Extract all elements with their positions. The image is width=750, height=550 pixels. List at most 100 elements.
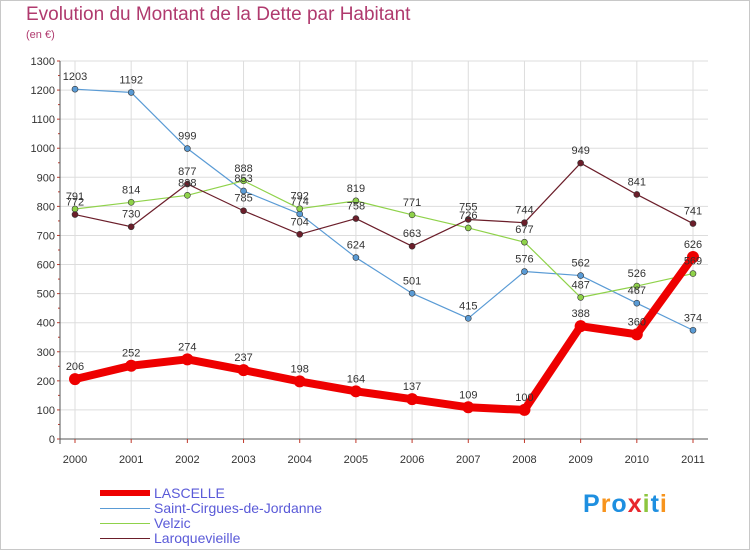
data-point xyxy=(408,242,416,250)
y-tick-label: 400 xyxy=(37,318,55,330)
data-point xyxy=(408,290,416,297)
data-point xyxy=(293,375,306,388)
x-tick-label: 2007 xyxy=(456,454,480,466)
legend-swatch xyxy=(100,523,150,524)
proxiti-logo: Proxiti xyxy=(583,490,668,519)
data-point xyxy=(574,320,587,333)
y-tick-label: 1300 xyxy=(31,56,55,68)
data-point xyxy=(518,403,531,416)
data-point xyxy=(127,223,135,231)
logo-letter: t xyxy=(650,490,660,518)
data-label: 999 xyxy=(178,131,196,143)
data-label: 487 xyxy=(571,279,589,291)
legend-swatch xyxy=(100,538,150,539)
data-label: 888 xyxy=(234,163,252,175)
data-point xyxy=(408,211,416,219)
data-point xyxy=(577,272,584,279)
data-point xyxy=(687,250,699,263)
data-label: 819 xyxy=(347,183,365,195)
data-label: 877 xyxy=(178,166,196,178)
data-label: 467 xyxy=(628,285,646,297)
data-label: 741 xyxy=(684,206,702,218)
y-tick-label: 1100 xyxy=(31,114,55,126)
data-label: 792 xyxy=(291,191,309,203)
data-point xyxy=(633,299,641,307)
data-labels: 1203 1192 999 853 774 624 501 415 576 562 467 374 79… xyxy=(63,71,702,404)
data-point xyxy=(184,192,191,199)
x-tick-label: 2005 xyxy=(344,454,368,466)
data-label: 374 xyxy=(684,312,702,324)
data-point xyxy=(464,315,472,322)
data-label: 569 xyxy=(684,256,702,268)
data-label: 501 xyxy=(403,275,421,287)
data-label: 838 xyxy=(178,177,196,189)
data-label: 814 xyxy=(122,184,140,196)
x-tick-label: 2008 xyxy=(512,454,536,466)
x-tick-label: 2010 xyxy=(625,454,649,466)
data-point xyxy=(296,230,304,238)
data-label: 730 xyxy=(122,209,140,221)
x-tick-label: 2003 xyxy=(231,454,255,466)
data-point xyxy=(352,197,360,205)
x-tick-label: 2006 xyxy=(400,454,424,466)
data-label: 677 xyxy=(515,224,533,236)
data-label: 526 xyxy=(628,268,646,280)
logo-letter: P xyxy=(583,490,601,518)
x-tick-label: 2001 xyxy=(119,454,143,466)
legend-swatch xyxy=(100,508,150,509)
data-point xyxy=(406,393,419,406)
y-tick-label: 300 xyxy=(37,347,55,359)
data-point xyxy=(296,205,304,213)
data-label: 562 xyxy=(571,258,589,270)
x-tick-label: 2004 xyxy=(287,454,311,466)
data-label: 791 xyxy=(66,191,84,203)
x-tick-label: 2000 xyxy=(63,454,87,466)
data-point xyxy=(237,364,250,377)
data-label: 252 xyxy=(122,348,140,360)
data-point xyxy=(462,401,475,414)
y-tick-label: 0 xyxy=(49,434,55,446)
series-line-laroquevieille xyxy=(74,162,694,247)
data-label: 164 xyxy=(347,373,365,385)
data-point xyxy=(630,328,643,341)
data-label: 785 xyxy=(234,193,252,205)
data-point xyxy=(240,207,247,215)
data-point xyxy=(464,216,472,223)
chart-title: Evolution du Montant de la Dette par Hab… xyxy=(26,4,411,25)
data-point xyxy=(184,145,191,152)
y-tick-label: 1000 xyxy=(31,143,55,155)
data-label: 755 xyxy=(459,201,477,213)
data-point xyxy=(352,254,360,261)
data-point xyxy=(240,177,247,185)
logo-letter: x xyxy=(627,490,643,518)
data-point xyxy=(689,270,697,277)
y-tick-label: 100 xyxy=(37,405,55,417)
data-label: 198 xyxy=(291,363,309,375)
data-label: 206 xyxy=(66,361,84,373)
data-point xyxy=(521,238,528,246)
data-point xyxy=(71,211,79,218)
series-line-velzic xyxy=(74,180,694,298)
x-tick-label: 2011 xyxy=(681,454,705,466)
data-point xyxy=(689,326,697,334)
data-point xyxy=(127,199,135,206)
legend-label: Laroquevieille xyxy=(154,530,241,546)
data-label: 576 xyxy=(515,254,533,266)
data-point xyxy=(633,191,641,198)
data-point xyxy=(71,85,79,93)
data-point xyxy=(521,219,528,226)
data-point xyxy=(240,187,247,195)
legend-label: Saint-Cirgues-de-Jordanne xyxy=(154,500,323,516)
data-point xyxy=(464,224,472,232)
data-label: 726 xyxy=(459,210,477,222)
y-tick-label: 200 xyxy=(37,376,55,388)
data-label: 137 xyxy=(403,381,421,393)
axes: 0 100 200 300 400 500 600 700 800 900 1000 1100 1200… xyxy=(31,56,708,466)
series-lines xyxy=(69,85,699,416)
data-label: 841 xyxy=(628,176,646,188)
data-point xyxy=(69,373,81,386)
data-label: 774 xyxy=(291,196,309,208)
data-label: 1203 xyxy=(63,71,87,83)
series-line-saint-cirgues-de-jordanne xyxy=(74,88,694,331)
